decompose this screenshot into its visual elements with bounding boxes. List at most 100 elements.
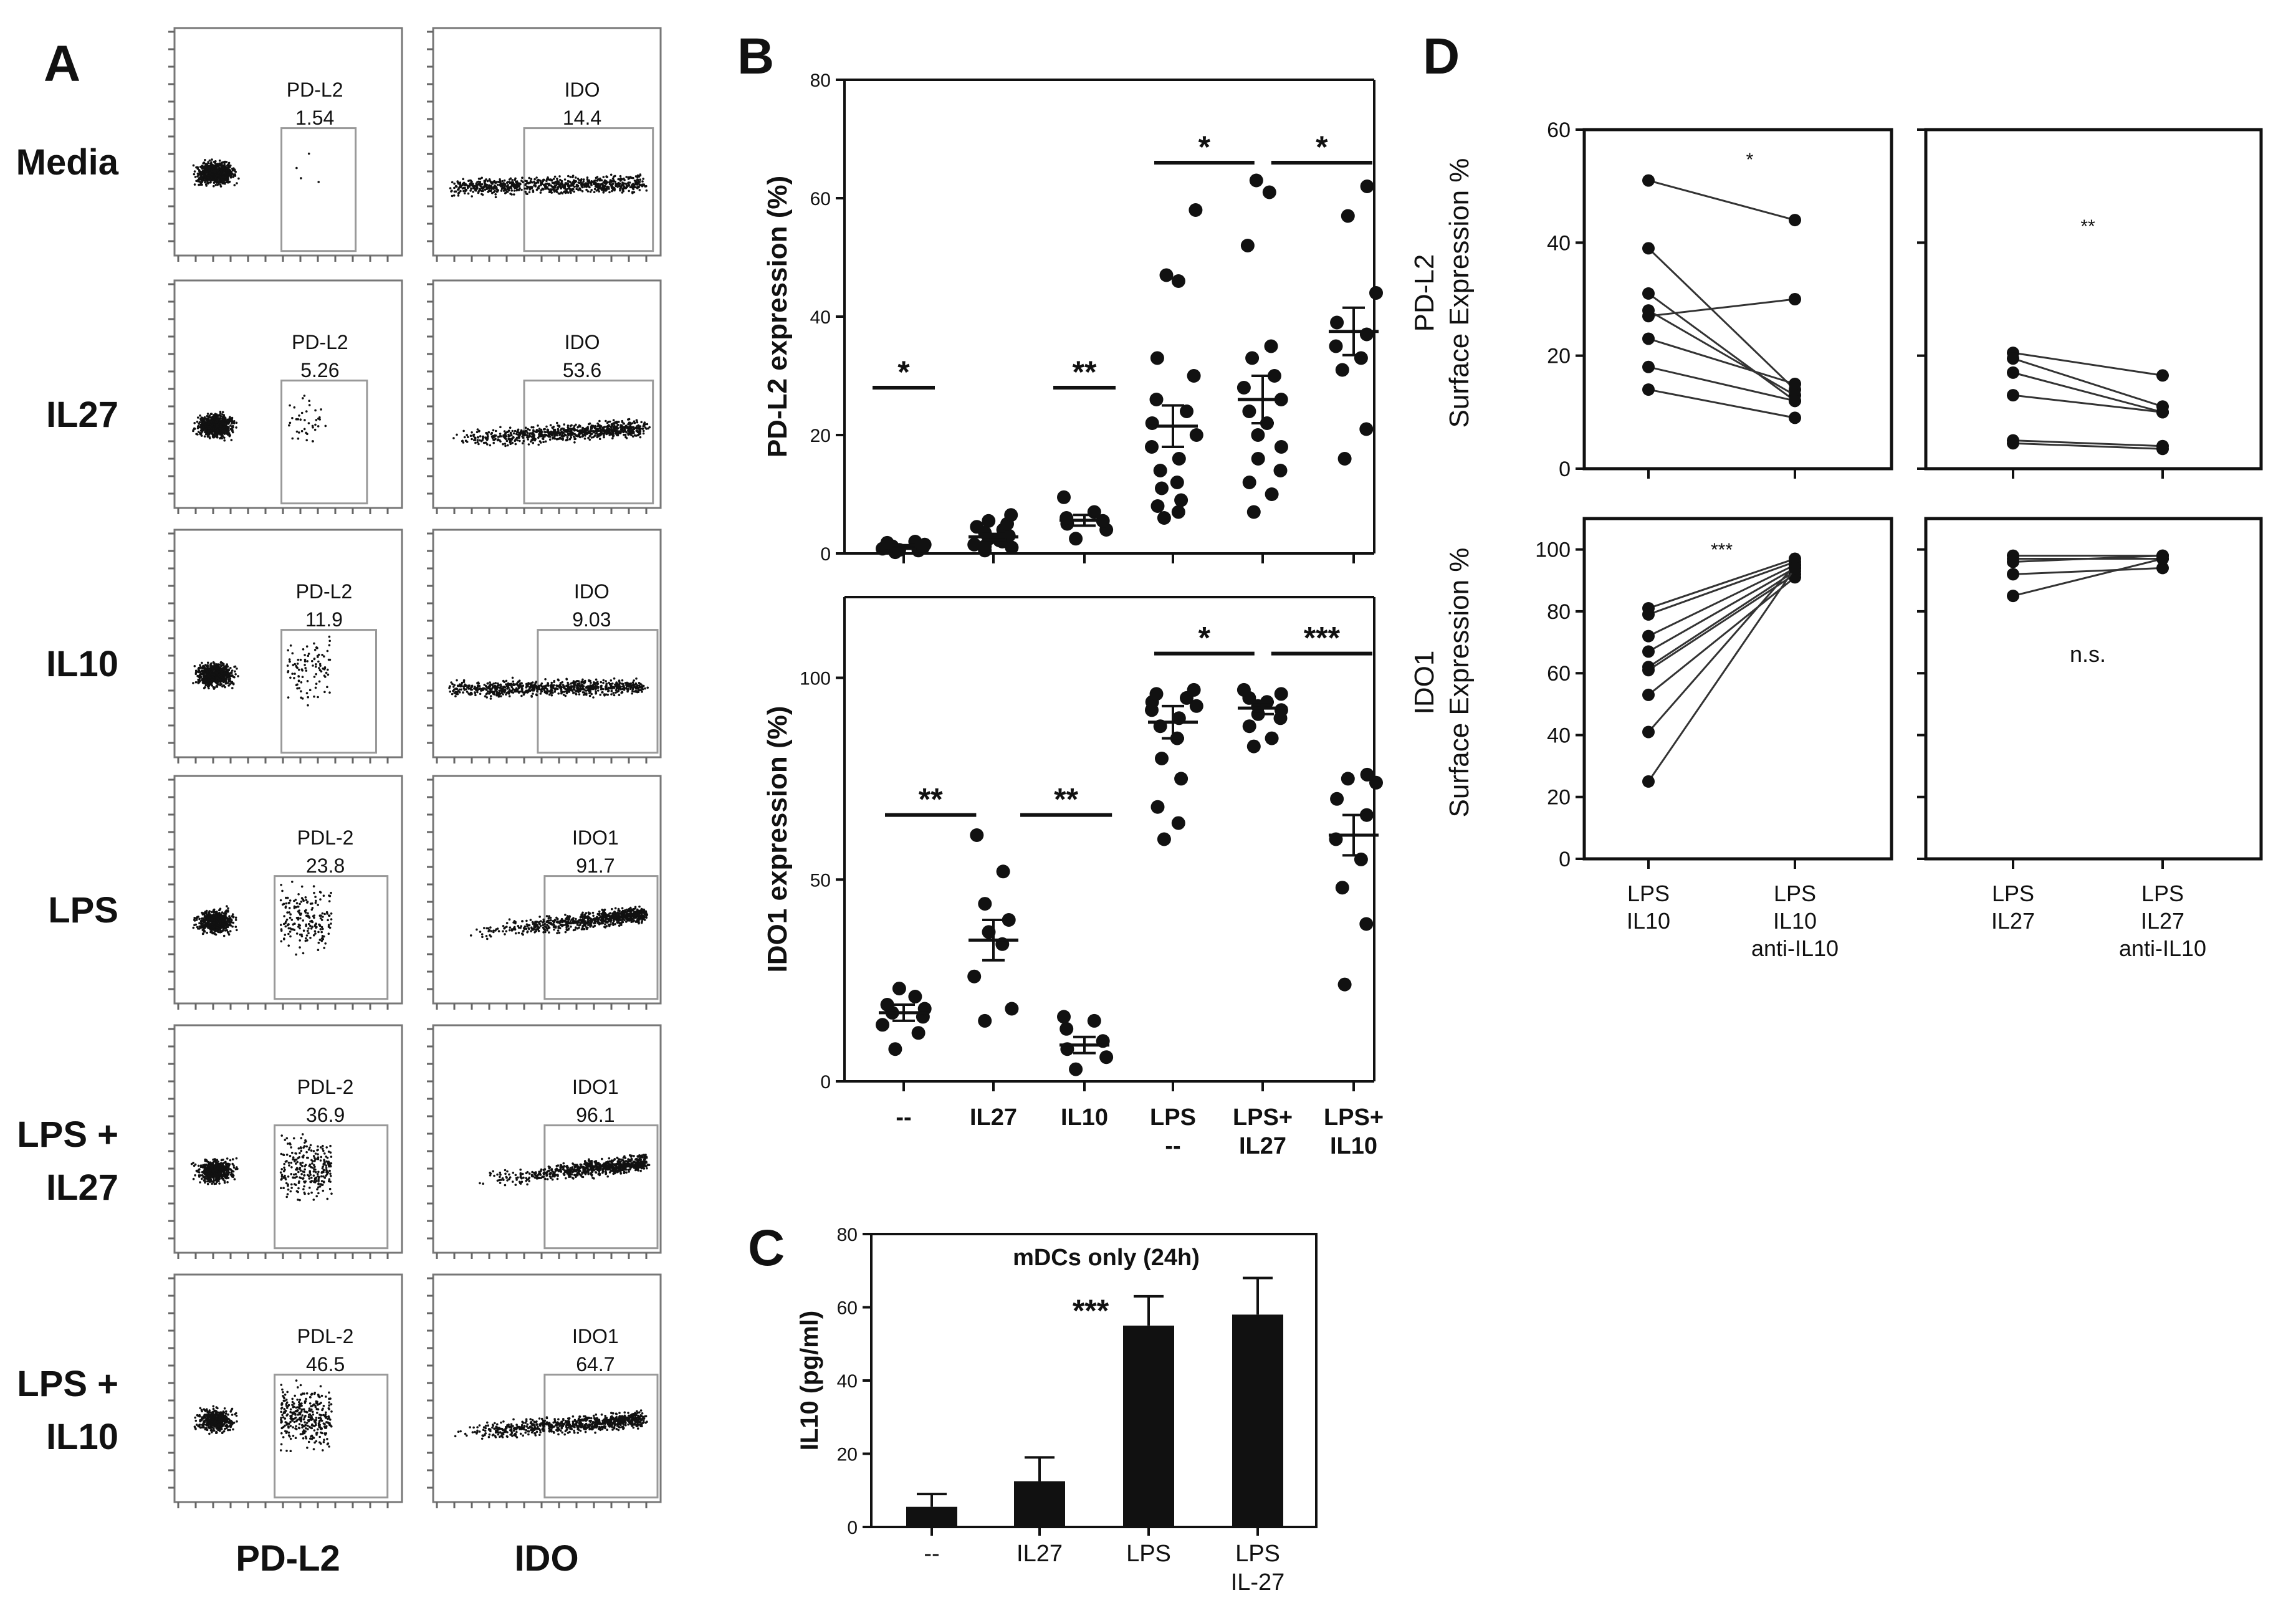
event-dot <box>206 671 209 674</box>
event-dot <box>208 437 211 439</box>
event-dot <box>307 704 309 707</box>
event-dot <box>208 167 211 170</box>
event-dot <box>477 178 481 180</box>
event-dot <box>564 694 567 697</box>
event-dot <box>453 190 456 193</box>
event-dot <box>229 672 232 674</box>
event-dot <box>537 186 540 189</box>
event-dot <box>456 433 458 436</box>
event-dot <box>511 437 514 440</box>
event-dot <box>530 436 533 438</box>
event-dot <box>203 425 205 428</box>
event-dot <box>221 413 224 416</box>
event-dot <box>529 186 532 189</box>
event-dot <box>600 685 603 687</box>
event-dot <box>320 408 322 411</box>
event-dot <box>600 187 603 190</box>
event-dot <box>484 188 487 191</box>
event-dot <box>315 663 317 666</box>
event-dot <box>477 681 480 684</box>
event-dot <box>492 682 495 685</box>
event-dot <box>233 168 236 171</box>
event-dot <box>219 418 221 420</box>
row-label: IL27 <box>46 395 118 435</box>
panel-letter-b: B <box>737 28 774 85</box>
event-dot <box>565 677 568 681</box>
event-dot <box>289 660 291 663</box>
event-dot <box>588 679 591 682</box>
event-dot <box>613 186 616 189</box>
event-dot <box>211 418 214 420</box>
event-dot <box>300 429 304 433</box>
event-dot <box>572 175 575 177</box>
event-dot <box>198 669 201 672</box>
event-dot <box>494 196 497 199</box>
event-dot <box>552 178 555 180</box>
event-dot <box>295 684 298 686</box>
event-dot <box>227 168 230 171</box>
event-dot <box>217 181 220 184</box>
event-dot <box>581 683 583 686</box>
event-dot <box>564 191 567 194</box>
row-label: LPS <box>48 890 118 931</box>
event-dot <box>464 439 467 442</box>
event-dot <box>289 404 291 407</box>
event-dot <box>497 682 499 685</box>
event-dot <box>203 674 206 677</box>
event-dot <box>550 681 553 684</box>
event-dot <box>315 665 317 668</box>
event-dot <box>219 168 222 171</box>
event-dot <box>220 161 223 165</box>
event-dot <box>634 175 638 178</box>
event-dot <box>502 183 505 186</box>
event-dot <box>451 189 453 192</box>
event-dot <box>221 411 224 414</box>
event-dot <box>525 434 529 436</box>
event-dot <box>590 681 592 684</box>
event-dot <box>214 413 217 415</box>
event-dot <box>539 191 542 194</box>
event-dot <box>297 658 300 661</box>
event-dot <box>557 428 560 431</box>
event-dot <box>193 665 196 668</box>
event-dot <box>213 184 215 188</box>
event-dot <box>636 178 639 181</box>
event-dot <box>209 680 212 683</box>
event-dot <box>578 693 581 696</box>
event-dot <box>497 181 500 183</box>
event-dot <box>504 192 507 194</box>
event-dot <box>202 677 205 681</box>
event-dot <box>624 687 628 690</box>
event-dot <box>608 188 610 190</box>
event-dot <box>490 435 494 438</box>
event-dot <box>203 161 206 164</box>
event-dot <box>463 192 466 194</box>
event-dot <box>295 166 298 170</box>
event-dot <box>457 689 460 692</box>
event-dot <box>476 436 479 439</box>
event-dot <box>471 692 473 696</box>
event-dot <box>530 181 533 184</box>
event-dot <box>315 672 318 676</box>
event-dot <box>581 678 584 681</box>
event-dot <box>580 181 582 184</box>
row-label: IL10 <box>46 644 118 684</box>
event-dot <box>232 682 235 685</box>
event-dot <box>313 642 315 645</box>
event-dot <box>461 685 463 687</box>
event-dot <box>574 179 577 183</box>
event-dot <box>577 433 580 436</box>
event-dot <box>524 190 527 193</box>
event-dot <box>217 673 219 676</box>
event-dot <box>198 177 201 179</box>
event-dot <box>291 652 294 654</box>
event-dot <box>212 428 215 431</box>
event-dot <box>596 685 598 688</box>
event-dot <box>617 689 619 692</box>
event-dot <box>488 686 491 689</box>
event-dot <box>198 170 201 173</box>
event-dot <box>209 428 213 430</box>
event-dot <box>214 427 217 430</box>
event-dot <box>298 431 300 434</box>
